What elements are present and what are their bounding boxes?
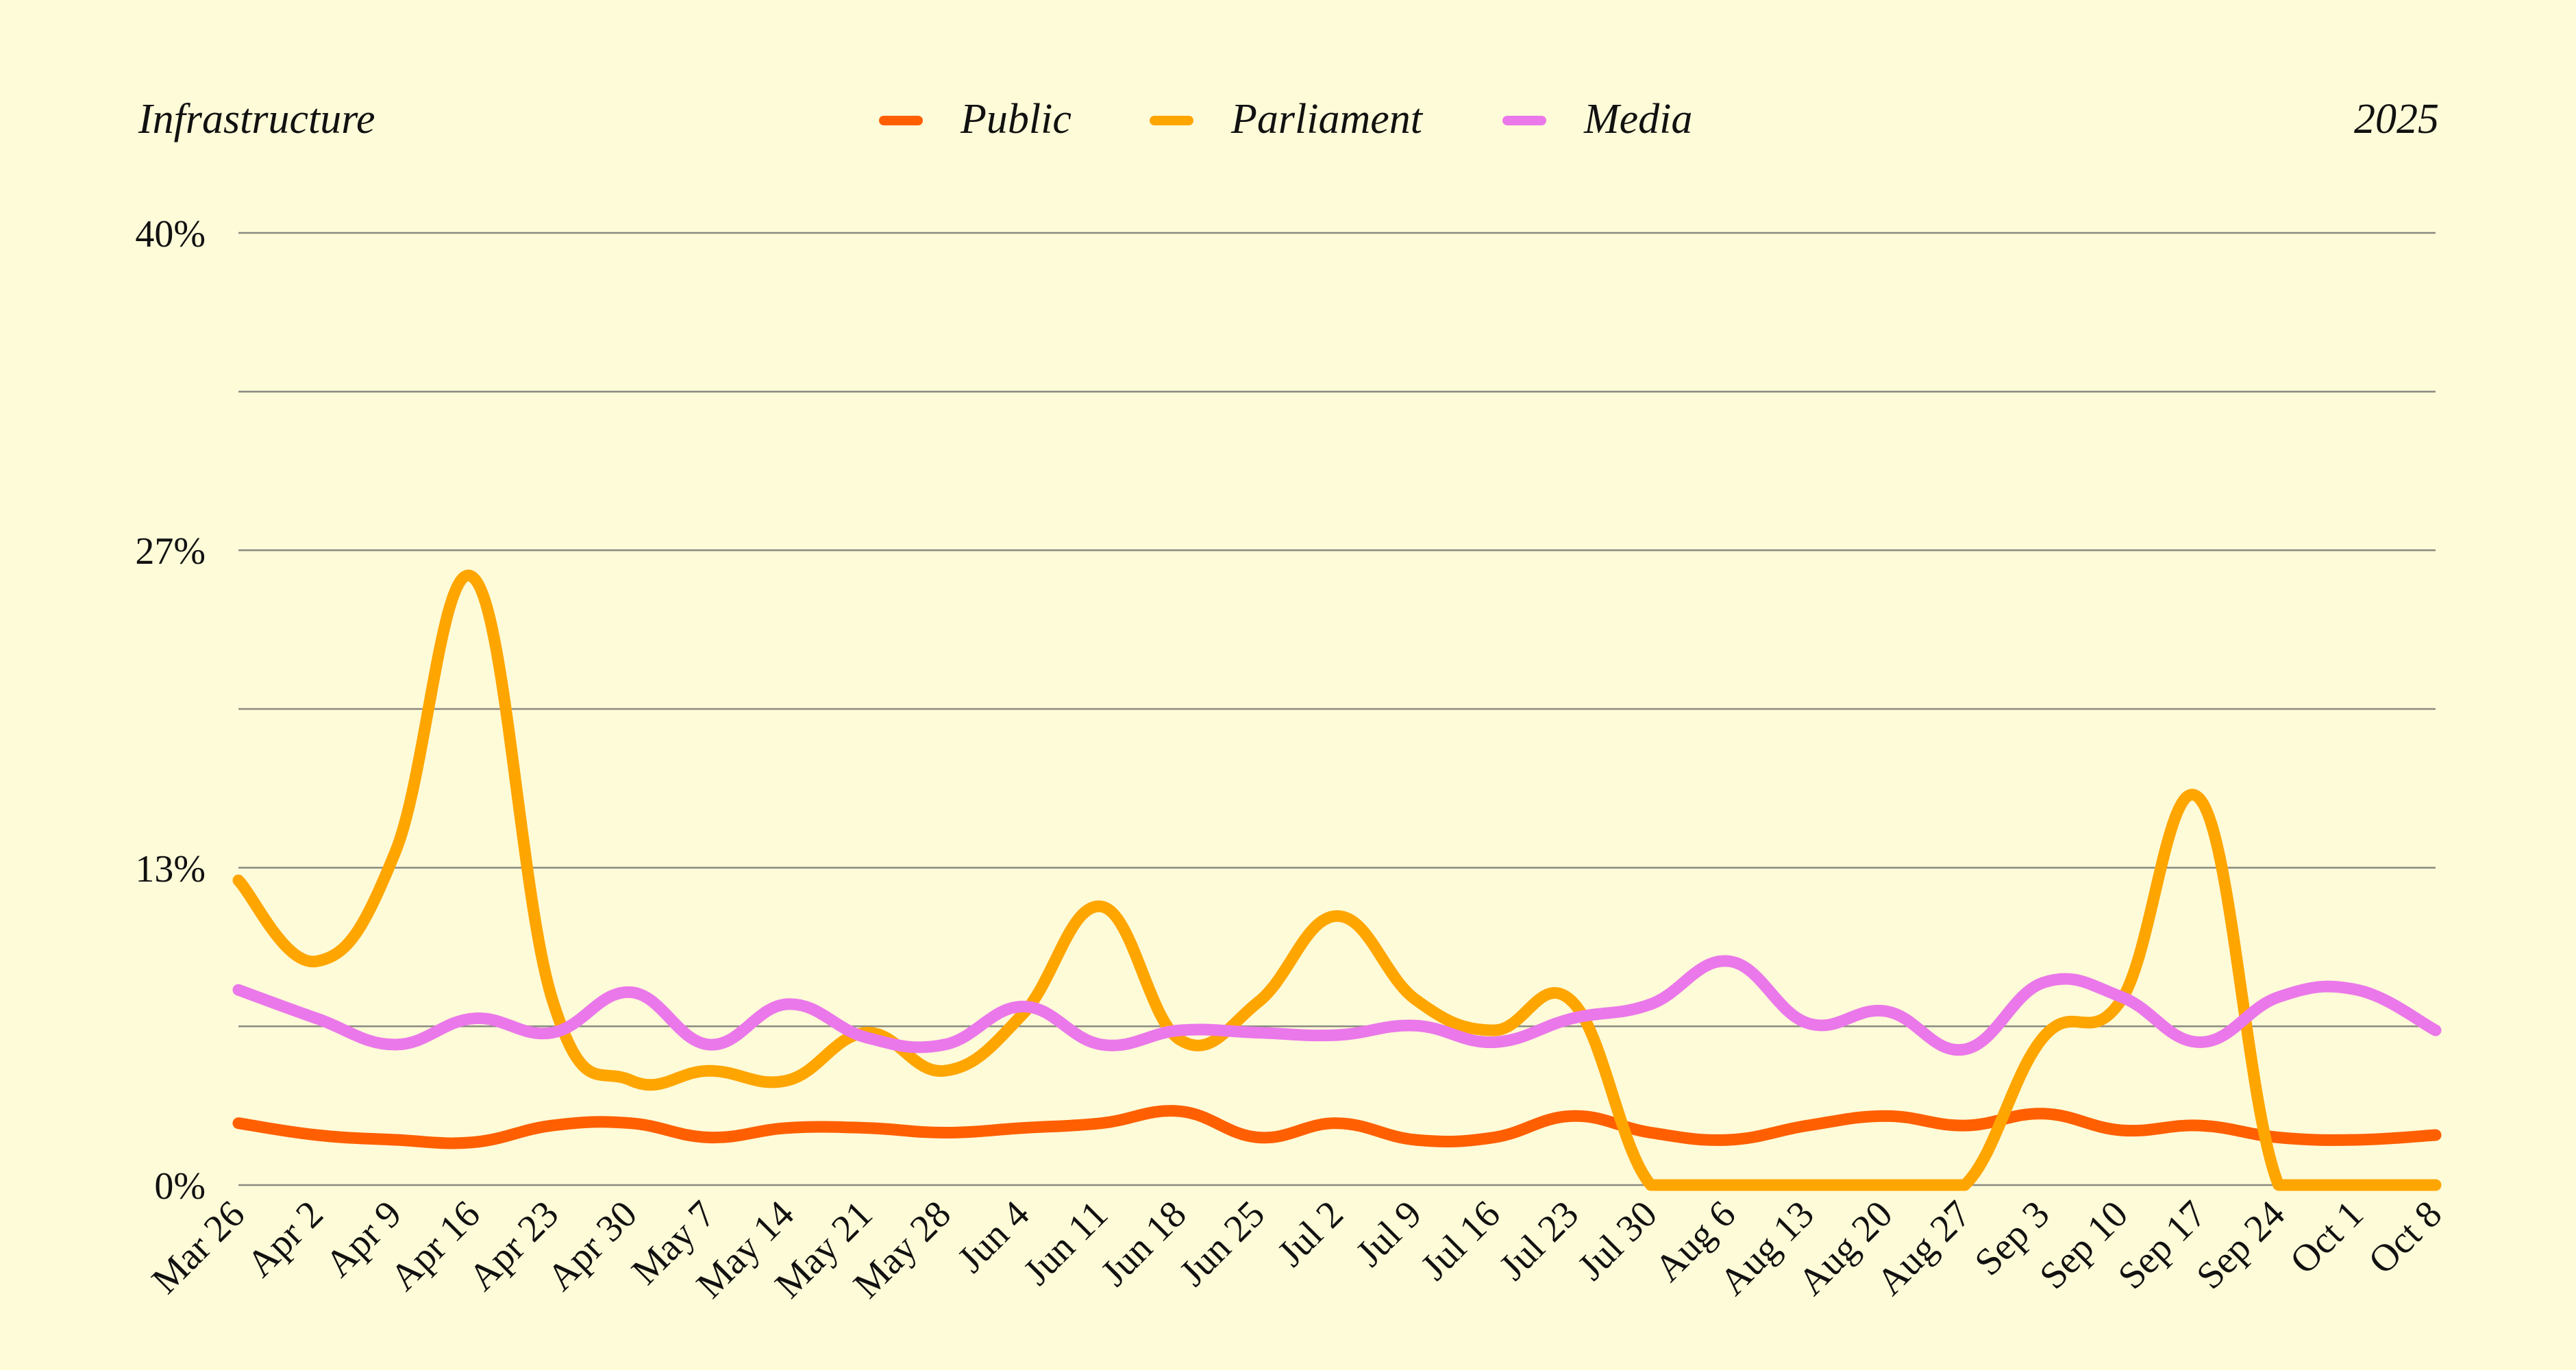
y-tick-label-1: 13% <box>135 848 206 891</box>
legend: Public Parliament Media <box>879 96 1692 142</box>
legend-item-public: Public <box>879 96 1072 142</box>
legend-label: Public <box>960 96 1072 142</box>
series-line-parliament <box>232 569 2442 1191</box>
legend-item-parliament: Parliament <box>1150 96 1424 142</box>
series-line-public <box>232 1105 2442 1149</box>
chart-title: Infrastructure <box>138 96 375 142</box>
series-line-media <box>232 955 2442 1056</box>
year-label: 2025 <box>2354 96 2439 142</box>
legend-item-media: Media <box>1502 96 1692 142</box>
y-tick-label-0: 0% <box>154 1165 206 1208</box>
y-axis: 0% 13% 27% 40% <box>135 213 206 1208</box>
legend-label: Parliament <box>1230 96 1424 142</box>
y-tick-label-2: 27% <box>135 530 206 573</box>
y-tick-label-3: 40% <box>135 213 206 256</box>
series-lines <box>232 569 2442 1191</box>
legend-label: Media <box>1583 96 1692 142</box>
